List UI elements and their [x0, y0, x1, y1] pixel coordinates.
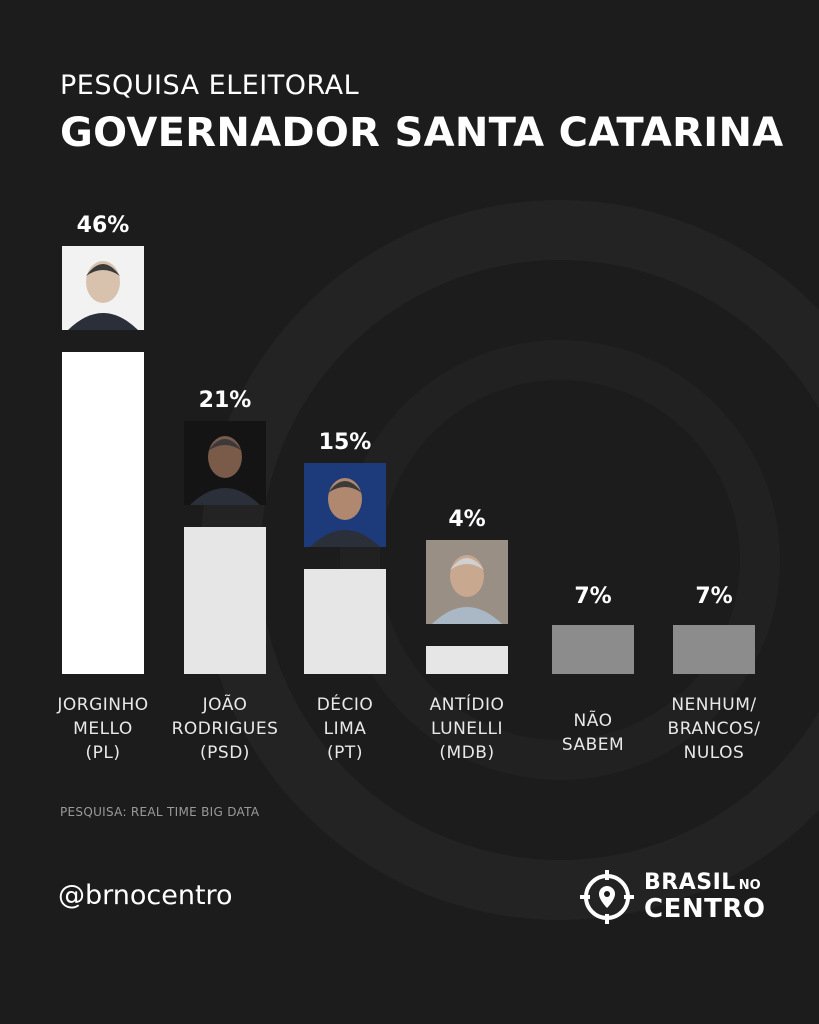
- target-pin-icon: [580, 870, 634, 924]
- category-label-1-1: RODRIGUES: [172, 719, 279, 739]
- logo-brasil: BRASIL: [644, 870, 736, 895]
- category-label-5-1: BRANCOS/: [668, 719, 761, 739]
- candidate-photo-3: [426, 540, 508, 624]
- category-label-2-0: DÉCIO: [317, 693, 374, 715]
- value-label-4: 7%: [574, 584, 611, 609]
- bar-4: [552, 625, 634, 674]
- category-label-0-2: (PL): [86, 743, 121, 763]
- value-label-1: 21%: [199, 388, 252, 413]
- category-label-3-0: ANTÍDIO: [430, 693, 505, 715]
- category-label-0-0: JORGINHO: [56, 695, 148, 715]
- page-title: GOVERNADOR SANTA CATARINA: [60, 110, 784, 156]
- category-label-2-2: (PT): [327, 743, 363, 763]
- category-label-3-1: LUNELLI: [431, 719, 503, 739]
- source-note: PESQUISA: REAL TIME BIG DATA: [60, 805, 260, 819]
- candidate-photo-2: [304, 463, 386, 547]
- social-handle: @brnocentro: [58, 880, 233, 911]
- candidate-photo-1: [184, 421, 266, 505]
- value-label-5: 7%: [695, 584, 732, 609]
- category-label-1-2: (PSD): [200, 743, 250, 763]
- category-label-3-2: (MDB): [439, 743, 494, 763]
- category-label-4-0: NÃO: [574, 709, 613, 731]
- subtitle: PESQUISA ELEITORAL: [60, 70, 360, 101]
- value-label-3: 4%: [448, 507, 485, 532]
- logo-centro: CENTRO: [644, 894, 766, 924]
- bar-3: [426, 646, 508, 674]
- bar-0: [62, 352, 144, 674]
- category-label-1-0: JOÃO: [202, 693, 248, 715]
- category-label-0-1: MELLO: [73, 719, 133, 739]
- candidate-photo-0: [62, 246, 144, 330]
- bar-2: [304, 569, 386, 674]
- bar-5: [673, 625, 755, 674]
- logo-no: NO: [738, 878, 761, 893]
- value-label-2: 15%: [319, 430, 372, 455]
- category-label-5-0: NENHUM/: [671, 695, 756, 715]
- category-label-5-2: NULOS: [684, 743, 745, 763]
- category-label-2-1: LIMA: [324, 719, 367, 739]
- category-label-4-1: SABEM: [562, 735, 624, 755]
- brand-logo: BRASIL NO CENTRO: [578, 866, 768, 928]
- bar-1: [184, 527, 266, 674]
- value-label-0: 46%: [77, 213, 130, 238]
